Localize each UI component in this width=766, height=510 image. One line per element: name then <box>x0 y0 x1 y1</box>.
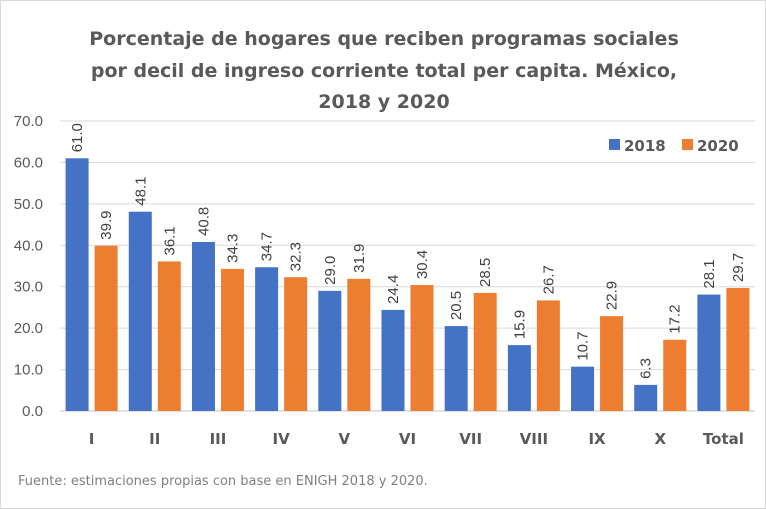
data-label-2020-i: 39.9 <box>98 210 115 239</box>
y-tick-label: 40.0 <box>14 237 43 254</box>
y-tick-label: 70.0 <box>14 113 43 130</box>
bar-2020-vi <box>410 285 434 411</box>
bar-2018-ii <box>128 211 152 411</box>
x-tick-label: VIII <box>520 430 548 448</box>
bar-2020-v <box>347 278 371 411</box>
y-tick-label: 0.0 <box>22 403 43 420</box>
x-tick-label: I <box>89 430 95 448</box>
bar-2020-total <box>726 287 750 411</box>
x-tick-label: IV <box>273 430 291 448</box>
x-tick-label: VII <box>459 430 482 448</box>
bar-2018-vii <box>444 326 468 411</box>
bar-2020-ii <box>157 261 181 411</box>
data-label-2020-ii: 36.1 <box>161 226 178 255</box>
data-label-2018-viii: 15.9 <box>511 310 528 339</box>
bar-2018-v <box>318 290 342 411</box>
chart-title-line-3: 2018 y 2020 <box>318 91 449 113</box>
bar-2018-iii <box>191 241 215 411</box>
bar-2020-x <box>663 339 687 411</box>
data-label-2018-x: 6.3 <box>638 358 655 379</box>
chart-title-line-1: Porcentaje de hogares que reciben progra… <box>89 28 679 50</box>
data-labels: 61.0 39.9 48.1 36.1 40.8 34.3 34.7 32.3 29.0 31.9… <box>69 123 747 379</box>
bar-2018-total <box>697 294 721 411</box>
y-tick-label: 60.0 <box>14 154 43 171</box>
bar-2020-iii <box>220 268 244 411</box>
y-tick-label: 10.0 <box>14 362 43 379</box>
data-label-2020-total: 29.7 <box>730 253 747 282</box>
x-tick-label: VI <box>399 430 416 448</box>
bar-2020-ix <box>600 316 624 411</box>
y-tick-label: 20.0 <box>14 320 43 337</box>
x-tick-label: III <box>210 430 227 448</box>
source-note: Fuente: estimaciones propias con base en… <box>18 474 428 489</box>
x-tick-label: V <box>339 430 351 448</box>
data-label-2018-v: 29.0 <box>322 256 339 285</box>
data-label-2020-x: 17.2 <box>667 305 684 334</box>
legend-label-2020: 2020 <box>697 137 739 155</box>
data-label-2018-vii: 20.5 <box>448 291 465 320</box>
data-label-2020-ix: 22.9 <box>604 281 621 310</box>
bars <box>65 158 750 411</box>
chart-title: Porcentaje de hogares que reciben progra… <box>89 28 679 113</box>
data-label-2020-v: 31.9 <box>351 244 368 273</box>
x-tick-label: Total <box>703 430 744 448</box>
data-label-2020-iv: 32.3 <box>288 242 305 271</box>
bar-2018-viii <box>507 345 531 411</box>
bar-2020-vii <box>473 292 497 411</box>
bar-2018-x <box>634 384 658 411</box>
data-label-2018-i: 61.0 <box>69 123 86 152</box>
legend-label-2018: 2018 <box>624 137 666 155</box>
x-tick-label: X <box>654 430 666 448</box>
legend: 2018 2020 <box>609 137 739 155</box>
data-label-2020-vii: 28.5 <box>477 258 494 287</box>
bar-2018-vi <box>381 309 405 411</box>
data-label-2018-iii: 40.8 <box>195 207 212 236</box>
bar-2020-i <box>94 245 118 411</box>
x-tick-label: II <box>149 430 160 448</box>
data-label-2018-vi: 24.4 <box>385 275 402 304</box>
y-tick-label: 50.0 <box>14 196 43 213</box>
bar-2020-iv <box>284 277 308 411</box>
data-label-2020-iii: 34.3 <box>224 234 241 263</box>
data-label-2018-iv: 34.7 <box>259 232 276 261</box>
x-axis: I II III IV V VI VII VIII IX X Total <box>89 430 744 448</box>
data-label-2018-ix: 10.7 <box>575 331 592 360</box>
chart-title-line-2: por decil de ingreso corriente total per… <box>91 60 677 82</box>
bar-2018-i <box>65 158 89 411</box>
data-label-2018-ii: 48.1 <box>132 177 149 206</box>
data-label-2018-total: 28.1 <box>701 259 718 288</box>
data-label-2020-viii: 26.7 <box>540 265 557 294</box>
y-axis: 0.0 10.0 20.0 30.0 40.0 50.0 60.0 70.0 <box>14 113 43 420</box>
data-label-2020-vi: 30.4 <box>414 250 431 279</box>
bar-2018-ix <box>571 366 595 411</box>
bar-2018-iv <box>255 267 279 411</box>
x-tick-label: IX <box>588 430 606 448</box>
bar-2020-viii <box>536 300 560 411</box>
legend-swatch-2020 <box>682 139 693 150</box>
legend-swatch-2018 <box>609 139 620 150</box>
y-tick-label: 30.0 <box>14 279 43 296</box>
